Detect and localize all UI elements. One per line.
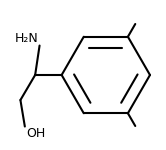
- Text: H₂N: H₂N: [14, 32, 38, 45]
- Text: OH: OH: [26, 127, 46, 140]
